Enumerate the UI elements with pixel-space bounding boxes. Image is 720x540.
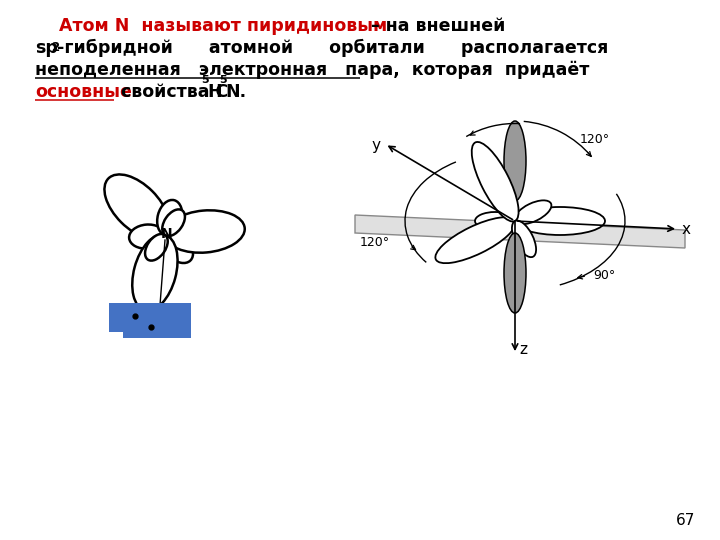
Ellipse shape	[165, 210, 245, 253]
Ellipse shape	[504, 233, 526, 313]
Ellipse shape	[504, 121, 526, 201]
Ellipse shape	[104, 174, 169, 239]
Text: N.: N.	[225, 83, 246, 101]
Text: 120°: 120°	[580, 133, 610, 146]
Text: основные: основные	[35, 83, 132, 101]
Ellipse shape	[436, 217, 516, 263]
Text: x: x	[682, 221, 691, 237]
Ellipse shape	[157, 200, 182, 235]
Text: y: y	[372, 138, 381, 153]
Text: 120°: 120°	[360, 236, 390, 249]
Text: H: H	[207, 83, 222, 101]
Text: 5: 5	[201, 75, 209, 85]
Text: 5: 5	[219, 75, 227, 85]
Text: N: N	[161, 227, 173, 241]
Ellipse shape	[163, 232, 193, 263]
Ellipse shape	[515, 207, 605, 235]
Text: 67: 67	[675, 513, 695, 528]
Polygon shape	[355, 215, 685, 248]
Ellipse shape	[475, 212, 515, 230]
Text: sp: sp	[35, 39, 58, 57]
Ellipse shape	[512, 220, 536, 257]
Text: -гибридной      атомной      орбитали      располагается: -гибридной атомной орбитали располагаетс…	[57, 39, 608, 57]
Bar	[109, 303, 125, 332]
Text: 2: 2	[51, 41, 59, 54]
Text: Атом N  называют пиридиновым: Атом N называют пиридиновым	[35, 17, 387, 35]
Text: z: z	[519, 342, 527, 357]
Ellipse shape	[472, 142, 518, 221]
Text: 90°: 90°	[593, 269, 616, 282]
Ellipse shape	[145, 234, 168, 261]
Ellipse shape	[129, 225, 165, 248]
Ellipse shape	[132, 234, 178, 310]
Ellipse shape	[515, 200, 552, 224]
Text: – на внешней: – на внешней	[365, 17, 505, 35]
Bar	[123, 303, 191, 338]
Text: свойства С: свойства С	[115, 83, 228, 101]
Ellipse shape	[162, 210, 185, 236]
Text: неподеленная   электронная   пара,  которая  придаёт: неподеленная электронная пара, которая п…	[35, 61, 590, 79]
